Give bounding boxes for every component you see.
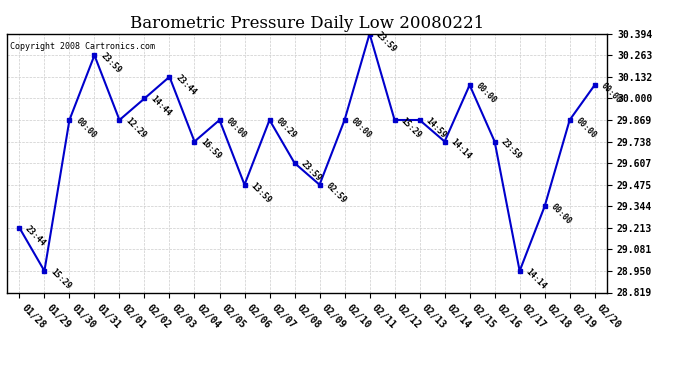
Text: 23:59: 23:59 [499,137,523,161]
Text: 23:59: 23:59 [374,30,398,54]
Text: 14:59: 14:59 [424,116,448,140]
Text: 23:44: 23:44 [174,73,198,97]
Text: 00:29: 00:29 [274,116,298,140]
Text: 00:00: 00:00 [348,116,373,140]
Text: 00:00: 00:00 [549,202,573,226]
Text: 23:44: 23:44 [23,224,48,248]
Text: 00:00: 00:00 [224,116,248,140]
Text: 15:29: 15:29 [48,267,72,291]
Text: 15:29: 15:29 [399,116,423,140]
Text: 14:14: 14:14 [448,137,473,161]
Text: 23:59: 23:59 [99,51,123,75]
Text: Copyright 2008 Cartronics.com: Copyright 2008 Cartronics.com [10,42,155,51]
Text: 00:00: 00:00 [74,116,98,140]
Text: 00:00: 00:00 [574,116,598,140]
Text: 16:59: 16:59 [199,137,223,161]
Text: 12:29: 12:29 [124,116,148,140]
Text: 14:44: 14:44 [148,94,172,118]
Text: 14:14: 14:14 [524,267,548,291]
Text: 23:59: 23:59 [299,159,323,183]
Text: 02:59: 02:59 [324,180,348,205]
Text: 00:00: 00:00 [599,81,623,105]
Text: 00:00: 00:00 [474,81,498,105]
Title: Barometric Pressure Daily Low 20080221: Barometric Pressure Daily Low 20080221 [130,15,484,32]
Text: 13:59: 13:59 [248,180,273,205]
